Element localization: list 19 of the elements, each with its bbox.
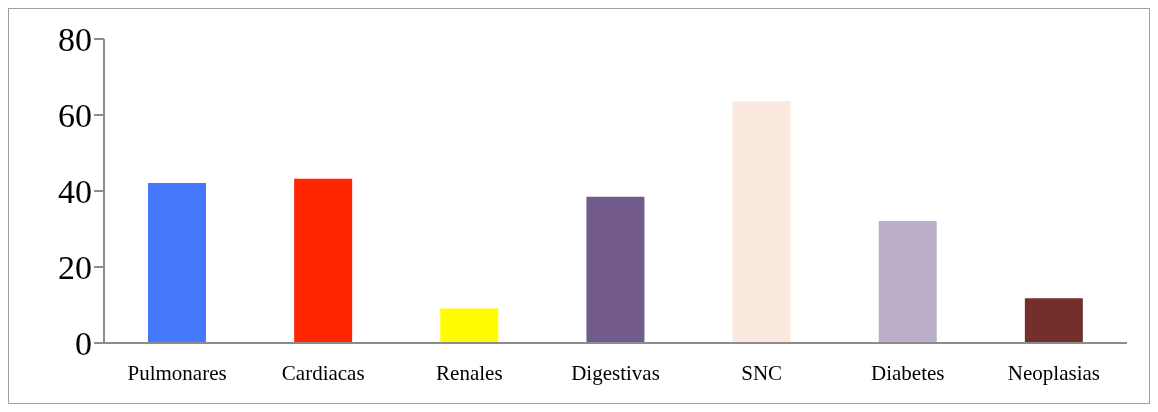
x-tick-label: Diabetes (871, 360, 945, 385)
y-tick-label: 80 (58, 21, 92, 59)
x-tick-label: Digestivas (571, 360, 660, 385)
bar (1024, 298, 1083, 343)
x-tick-label: Pulmonares (127, 360, 227, 385)
bar (732, 101, 791, 343)
x-tick-label: SNC (741, 360, 783, 385)
x-tick-label: Renales (436, 360, 503, 385)
y-tick-label: 0 (75, 325, 92, 363)
y-tick-label: 60 (58, 97, 92, 135)
x-tick-label: Neoplasias (1007, 360, 1101, 385)
bar (440, 308, 499, 343)
y-tick-label: 20 (58, 249, 92, 287)
bar (148, 183, 206, 343)
bar (294, 178, 353, 343)
bar (586, 196, 645, 343)
x-tick-label: Cardiacas (281, 360, 365, 385)
bar (878, 221, 937, 343)
y-tick-label: 40 (58, 173, 92, 211)
